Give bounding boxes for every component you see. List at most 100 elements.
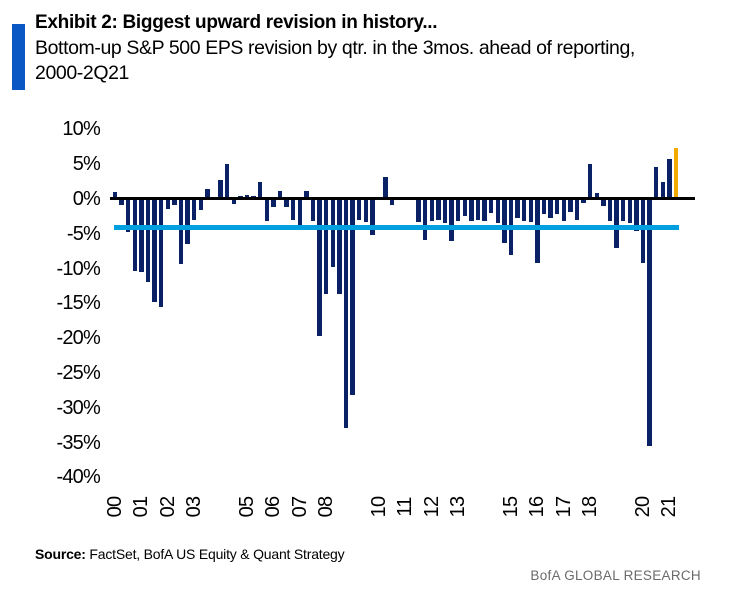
y-tick--30: -30% (56, 396, 101, 419)
bar-2q16 (541, 199, 547, 215)
bar-1q00 (112, 192, 118, 200)
bar-2q17 (568, 199, 573, 212)
bar-4q17 (581, 199, 586, 204)
bar-2q02 (172, 199, 177, 205)
bar-3q14 (495, 199, 501, 223)
bar-4q02 (185, 199, 190, 245)
y-tick--15: -15% (56, 292, 101, 315)
bar-1q16 (535, 199, 540, 263)
bar-1q08 (323, 199, 329, 295)
bar-4q08 (343, 199, 349, 428)
average-revision-line (114, 225, 679, 230)
bar-3q11 (416, 199, 421, 222)
bar-4q13 (475, 199, 481, 220)
bar-3q12 (442, 199, 448, 224)
bar-2q09 (356, 199, 362, 220)
bar-3q07 (310, 199, 316, 221)
y-tick--10: -10% (56, 257, 101, 280)
bar-3q18 (601, 199, 606, 206)
bar-2q06 (277, 190, 283, 200)
bar-4q01 (158, 199, 164, 307)
exhibit-title: Exhibit 2: Biggest upward revision in hi… (35, 12, 438, 33)
y-tick--25: -25% (56, 362, 101, 384)
bar-1q07 (297, 199, 303, 227)
y-tick-5: 5% (72, 153, 101, 176)
bar-1q21 (667, 158, 672, 200)
bar-4q15 (528, 199, 534, 222)
bar-4q00 (132, 199, 138, 271)
exhibit-subtitle: Bottom-up S&P 500 EPS revision by qtr. i… (35, 36, 735, 86)
bar-3q13 (469, 199, 474, 222)
bar-2q00 (119, 199, 124, 205)
bar-1q04 (218, 179, 223, 200)
bar-3q20 (653, 167, 659, 200)
bar-2q12 (436, 199, 441, 220)
brand-text: BofA GLOBAL RESEARCH (530, 568, 701, 583)
bar-3q02 (178, 199, 184, 265)
bar-4q07 (317, 199, 322, 337)
bar-1q20 (640, 199, 646, 263)
bar-2q15 (515, 199, 520, 218)
bar-3q10 (389, 199, 395, 206)
bar-3q15 (521, 199, 527, 221)
y-tick--35: -35% (56, 431, 101, 454)
bar-1q19 (614, 199, 619, 248)
subtitle-line-1: Bottom-up S&P 500 EPS revision by qtr. i… (35, 37, 635, 59)
bar-3q01 (152, 199, 157, 302)
source-label: Source: (35, 546, 86, 562)
bar-2q20 (647, 199, 652, 447)
bar-4q19 (634, 199, 639, 231)
bar-1q13 (455, 199, 461, 221)
bar-1q03 (191, 199, 197, 220)
source-line: Source: FactSet, BofA US Equity & Quant … (35, 546, 345, 562)
bar-1q14 (482, 199, 487, 222)
bar-4q16 (554, 199, 560, 215)
bar-3q16 (548, 199, 553, 218)
subtitle-line-2: 2000-2Q21 (35, 62, 129, 84)
y-tick--40: -40% (56, 466, 101, 489)
bar-3q06 (284, 199, 289, 207)
y-tick-0: 0% (72, 188, 101, 210)
bar-2q10 (383, 177, 388, 200)
bar-2q18 (594, 193, 600, 200)
bar-3q19 (627, 199, 633, 223)
bar-4q06 (290, 199, 296, 220)
bar-3q00 (125, 199, 131, 233)
zero-axis-line (110, 197, 695, 200)
bar-2q04 (224, 164, 230, 200)
bar-3q08 (337, 199, 342, 295)
bar-4q12 (449, 199, 454, 241)
bar-1q17 (561, 199, 567, 222)
source-text: FactSet, BofA US Equity & Quant Strategy (85, 546, 345, 562)
bar-3q09 (363, 199, 369, 222)
bar-1q18 (587, 163, 593, 200)
bar-2q13 (462, 199, 468, 217)
bar-4q11 (422, 199, 428, 241)
bar-2q08 (330, 199, 336, 267)
bar-3q03 (205, 188, 210, 200)
bar-1q02 (165, 199, 171, 209)
bar-3q17 (574, 199, 580, 220)
bar-4q14 (502, 199, 507, 243)
bar-1q09 (350, 199, 355, 395)
bar-2q19 (620, 199, 626, 221)
bar-3q04 (231, 199, 237, 204)
bar-3q05 (257, 181, 263, 200)
bar-1q01 (139, 199, 144, 273)
bar-1q06 (271, 199, 276, 207)
bar-4q09 (370, 199, 375, 236)
y-tick-10: 10% (62, 118, 100, 141)
bar-2q14 (488, 199, 494, 213)
bar-2q07 (304, 190, 309, 200)
y-tick--5: -5% (66, 222, 101, 245)
bar-1q12 (429, 199, 435, 222)
bar-4q20 (660, 181, 666, 200)
bar-4q05 (264, 199, 270, 222)
bar-2q03 (198, 199, 204, 211)
exhibit-header: Exhibit 2: Biggest upward revision in hi… (35, 12, 735, 86)
bar-2q21-highlight (673, 148, 679, 200)
bar-2q01 (145, 199, 151, 282)
exhibit-accent-bar (12, 24, 25, 90)
